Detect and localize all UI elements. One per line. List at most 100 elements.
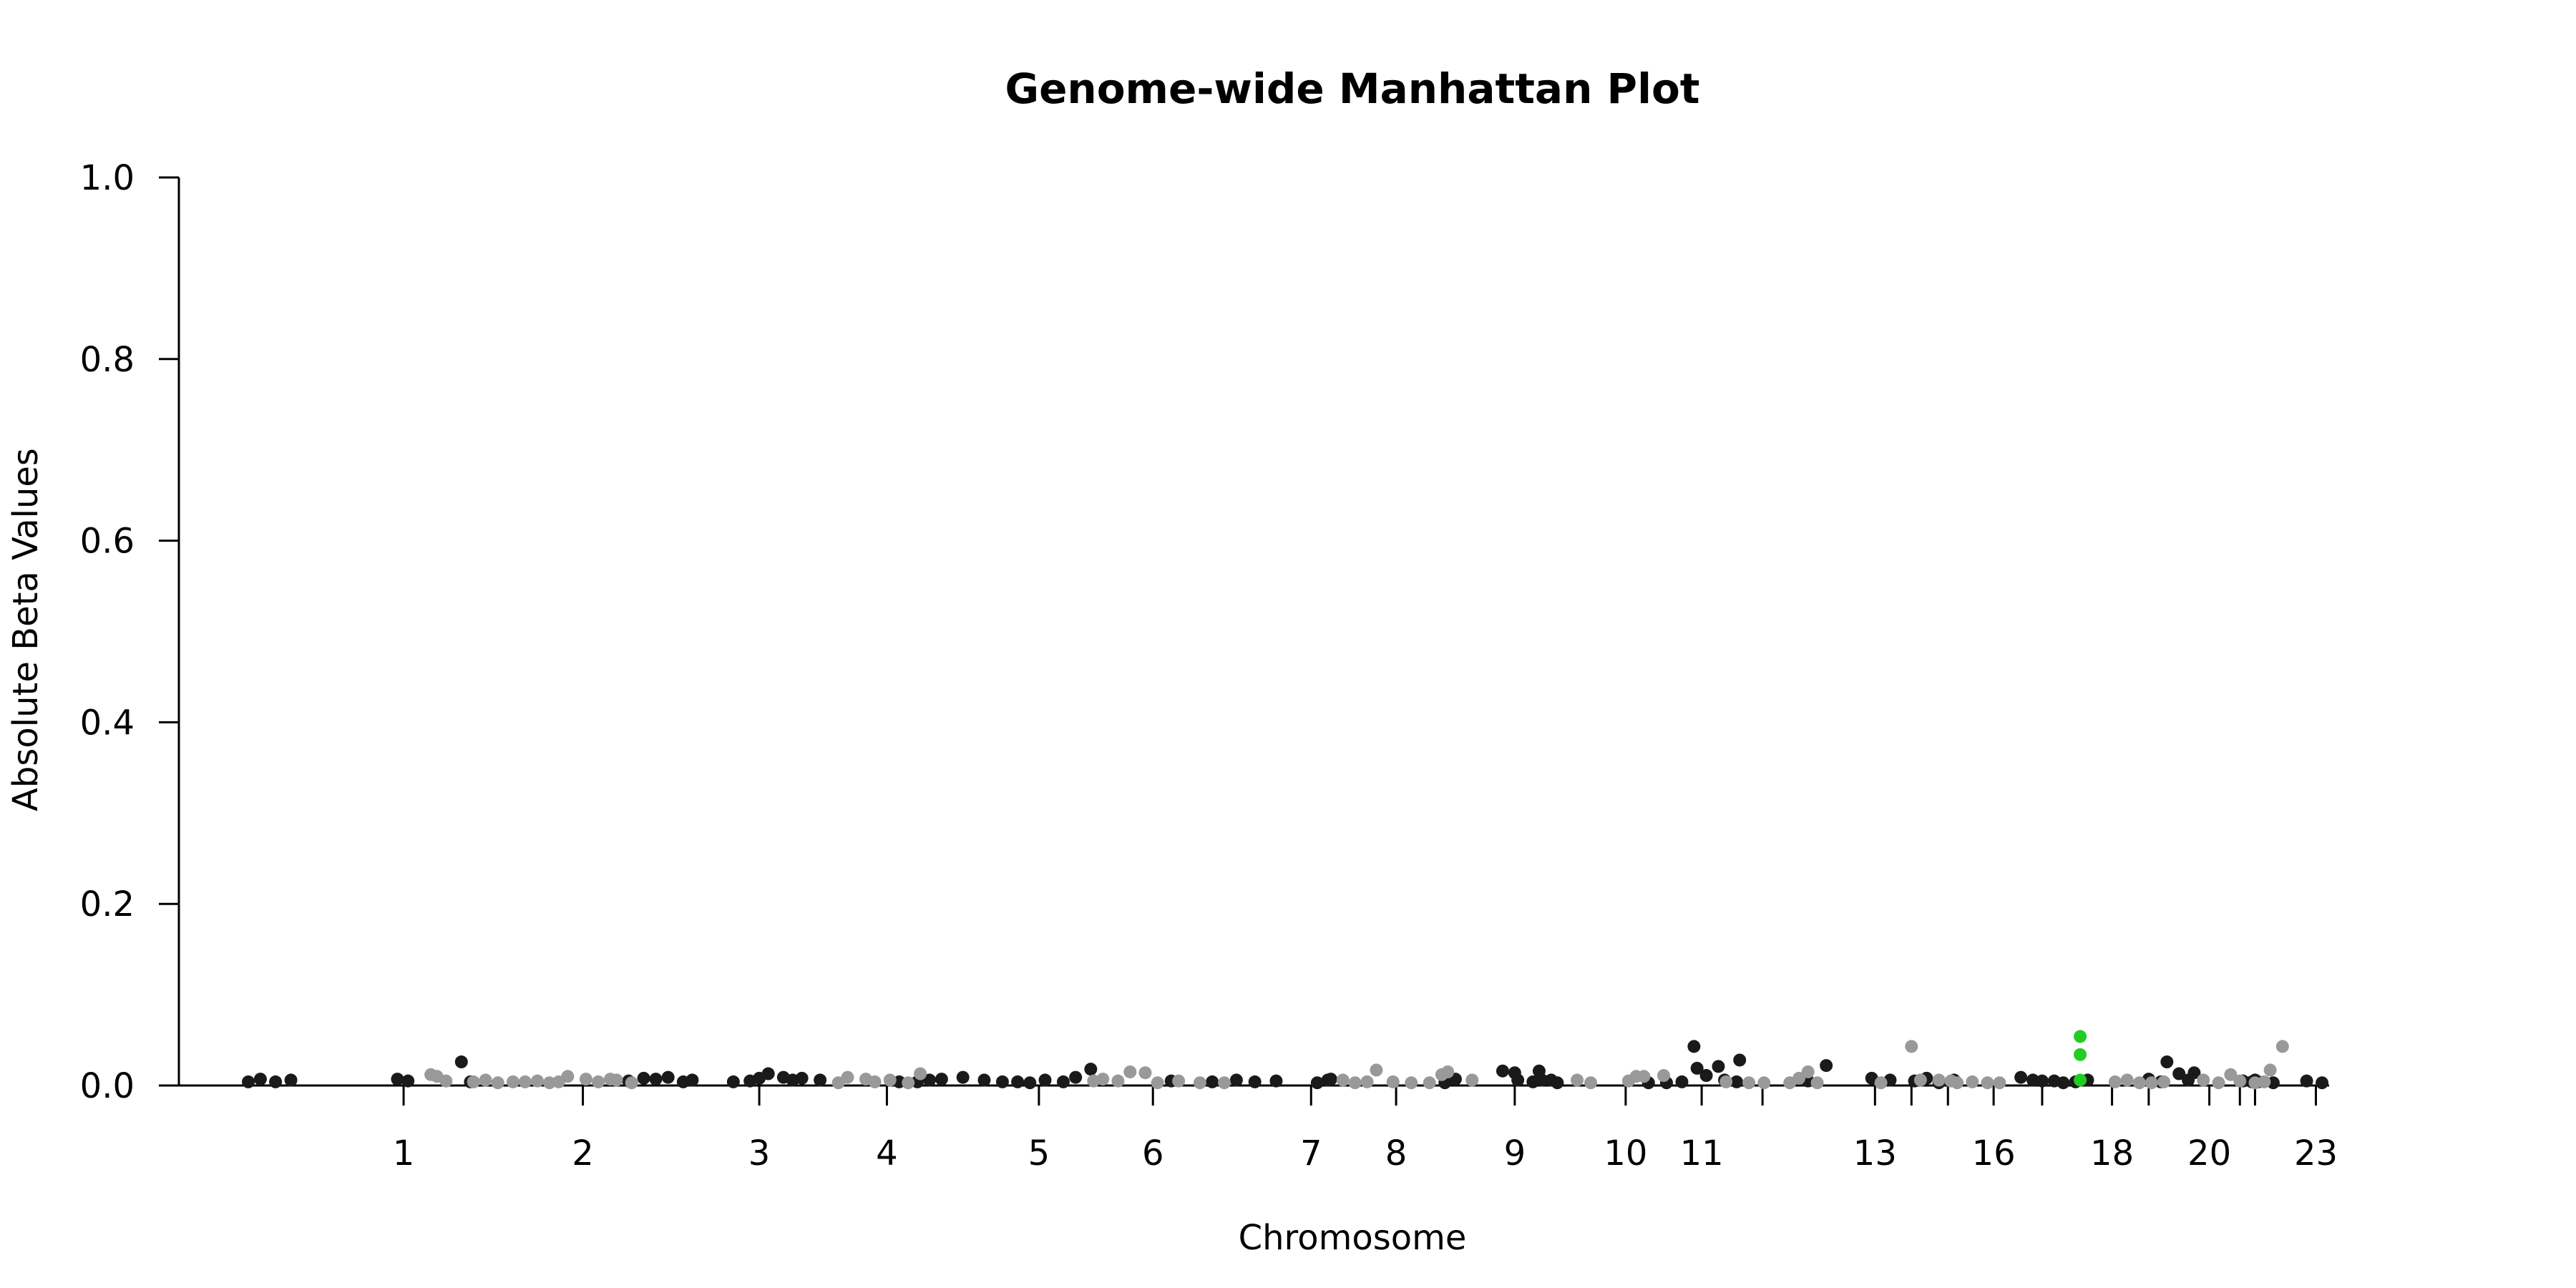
data-point [491, 1076, 504, 1090]
data-point [2197, 1073, 2210, 1087]
data-point [1324, 1073, 1337, 1086]
data-point [1675, 1075, 1689, 1088]
data-point [1360, 1075, 1374, 1088]
data-point [1465, 1073, 1479, 1087]
x-tick-label: 7 [1300, 1133, 1322, 1174]
data-point [1932, 1073, 1946, 1087]
data-point [1386, 1075, 1400, 1088]
data-point [2263, 1063, 2277, 1077]
data-point [2157, 1075, 2171, 1088]
data-point [625, 1076, 638, 1090]
data-point [561, 1070, 575, 1083]
data-point [1742, 1076, 1756, 1090]
data-point [914, 1067, 927, 1080]
y-axis: 0.0 0.2 0.4 0.6 0.8 1.0 [80, 158, 180, 1106]
data-point [479, 1073, 492, 1087]
data-point [2258, 1075, 2271, 1088]
data-point [1023, 1076, 1037, 1090]
data-point [761, 1067, 775, 1080]
data-point [1248, 1075, 1262, 1088]
data-point [814, 1073, 827, 1087]
data-point [454, 1055, 468, 1069]
data-point [467, 1075, 480, 1088]
data-point [1069, 1070, 1083, 1084]
series-2 [2074, 1030, 2087, 1087]
x-axis-label: Chromosome [1239, 1218, 1467, 1258]
data-point [1229, 1073, 1243, 1087]
data-point [1757, 1076, 1771, 1090]
data-point [1657, 1069, 1671, 1083]
data-point [2172, 1067, 2186, 1080]
data-point [1905, 1040, 1918, 1053]
data-point [610, 1073, 623, 1087]
data-point [1370, 1063, 1383, 1077]
data-point [1441, 1065, 1455, 1078]
data-point [269, 1075, 283, 1088]
data-point [1981, 1076, 1994, 1090]
data-point [1699, 1069, 1713, 1083]
data-point [2057, 1076, 2070, 1090]
data-point [2074, 1030, 2087, 1043]
data-point [1096, 1073, 1110, 1086]
data-point [1056, 1075, 1070, 1088]
data-point [1687, 1040, 1701, 1053]
data-point [1511, 1073, 1525, 1087]
y-tick-label: 0.4 [80, 703, 135, 743]
data-point [2224, 1068, 2238, 1081]
data-point [1218, 1076, 1231, 1090]
data-point [2275, 1040, 2289, 1053]
data-point [1810, 1076, 1824, 1090]
data-point [1729, 1075, 1743, 1088]
x-tick-label: 18 [2090, 1133, 2134, 1174]
data-point [995, 1075, 1009, 1088]
y-tick-label: 0.6 [80, 522, 135, 562]
data-point [2074, 1048, 2087, 1061]
data-point [1123, 1065, 1137, 1078]
data-point [1206, 1075, 1219, 1088]
data-point [2120, 1073, 2134, 1087]
y-tick-label: 0.0 [80, 1066, 135, 1106]
data-point [1993, 1076, 2006, 1090]
data-point [2182, 1073, 2195, 1087]
data-point [439, 1074, 453, 1088]
x-tick-label: 1 [393, 1133, 415, 1174]
x-tick-label: 5 [1028, 1133, 1050, 1174]
x-tick-label: 8 [1385, 1133, 1407, 1174]
data-point [391, 1073, 404, 1086]
data-point [956, 1070, 970, 1084]
data-point [1336, 1073, 1350, 1087]
data-point [1733, 1053, 1747, 1067]
data-point [1690, 1061, 1704, 1075]
data-point [923, 1073, 937, 1087]
data-point [2035, 1074, 2049, 1088]
y-tick-label: 0.2 [80, 884, 135, 924]
data-point [1792, 1071, 1806, 1085]
data-point [2160, 1055, 2174, 1069]
data-point [726, 1075, 740, 1088]
data-point [902, 1076, 915, 1090]
data-point [1801, 1065, 1815, 1078]
data-point [661, 1070, 675, 1084]
data-point [506, 1075, 519, 1088]
data-point [284, 1073, 298, 1087]
x-tick-label: 23 [2294, 1133, 2338, 1174]
data-point [1111, 1074, 1125, 1088]
data-point [518, 1075, 532, 1088]
x-tick-label: 3 [748, 1133, 771, 1174]
x-tick-label: 2 [572, 1133, 594, 1174]
data-points [242, 1030, 2329, 1090]
x-tick-label: 13 [1853, 1133, 1897, 1174]
y-axis-label: Absolute Beta Values [6, 448, 46, 811]
data-point [1874, 1076, 1888, 1090]
data-point [977, 1073, 991, 1087]
data-point [592, 1075, 605, 1088]
data-point [1820, 1059, 1833, 1073]
data-point [1712, 1060, 1725, 1073]
data-point [795, 1071, 809, 1085]
series-1 [424, 1040, 2289, 1090]
data-point [1571, 1073, 1584, 1087]
data-point [1084, 1063, 1098, 1076]
chart-title: Genome-wide Manhattan Plot [1005, 64, 1699, 113]
